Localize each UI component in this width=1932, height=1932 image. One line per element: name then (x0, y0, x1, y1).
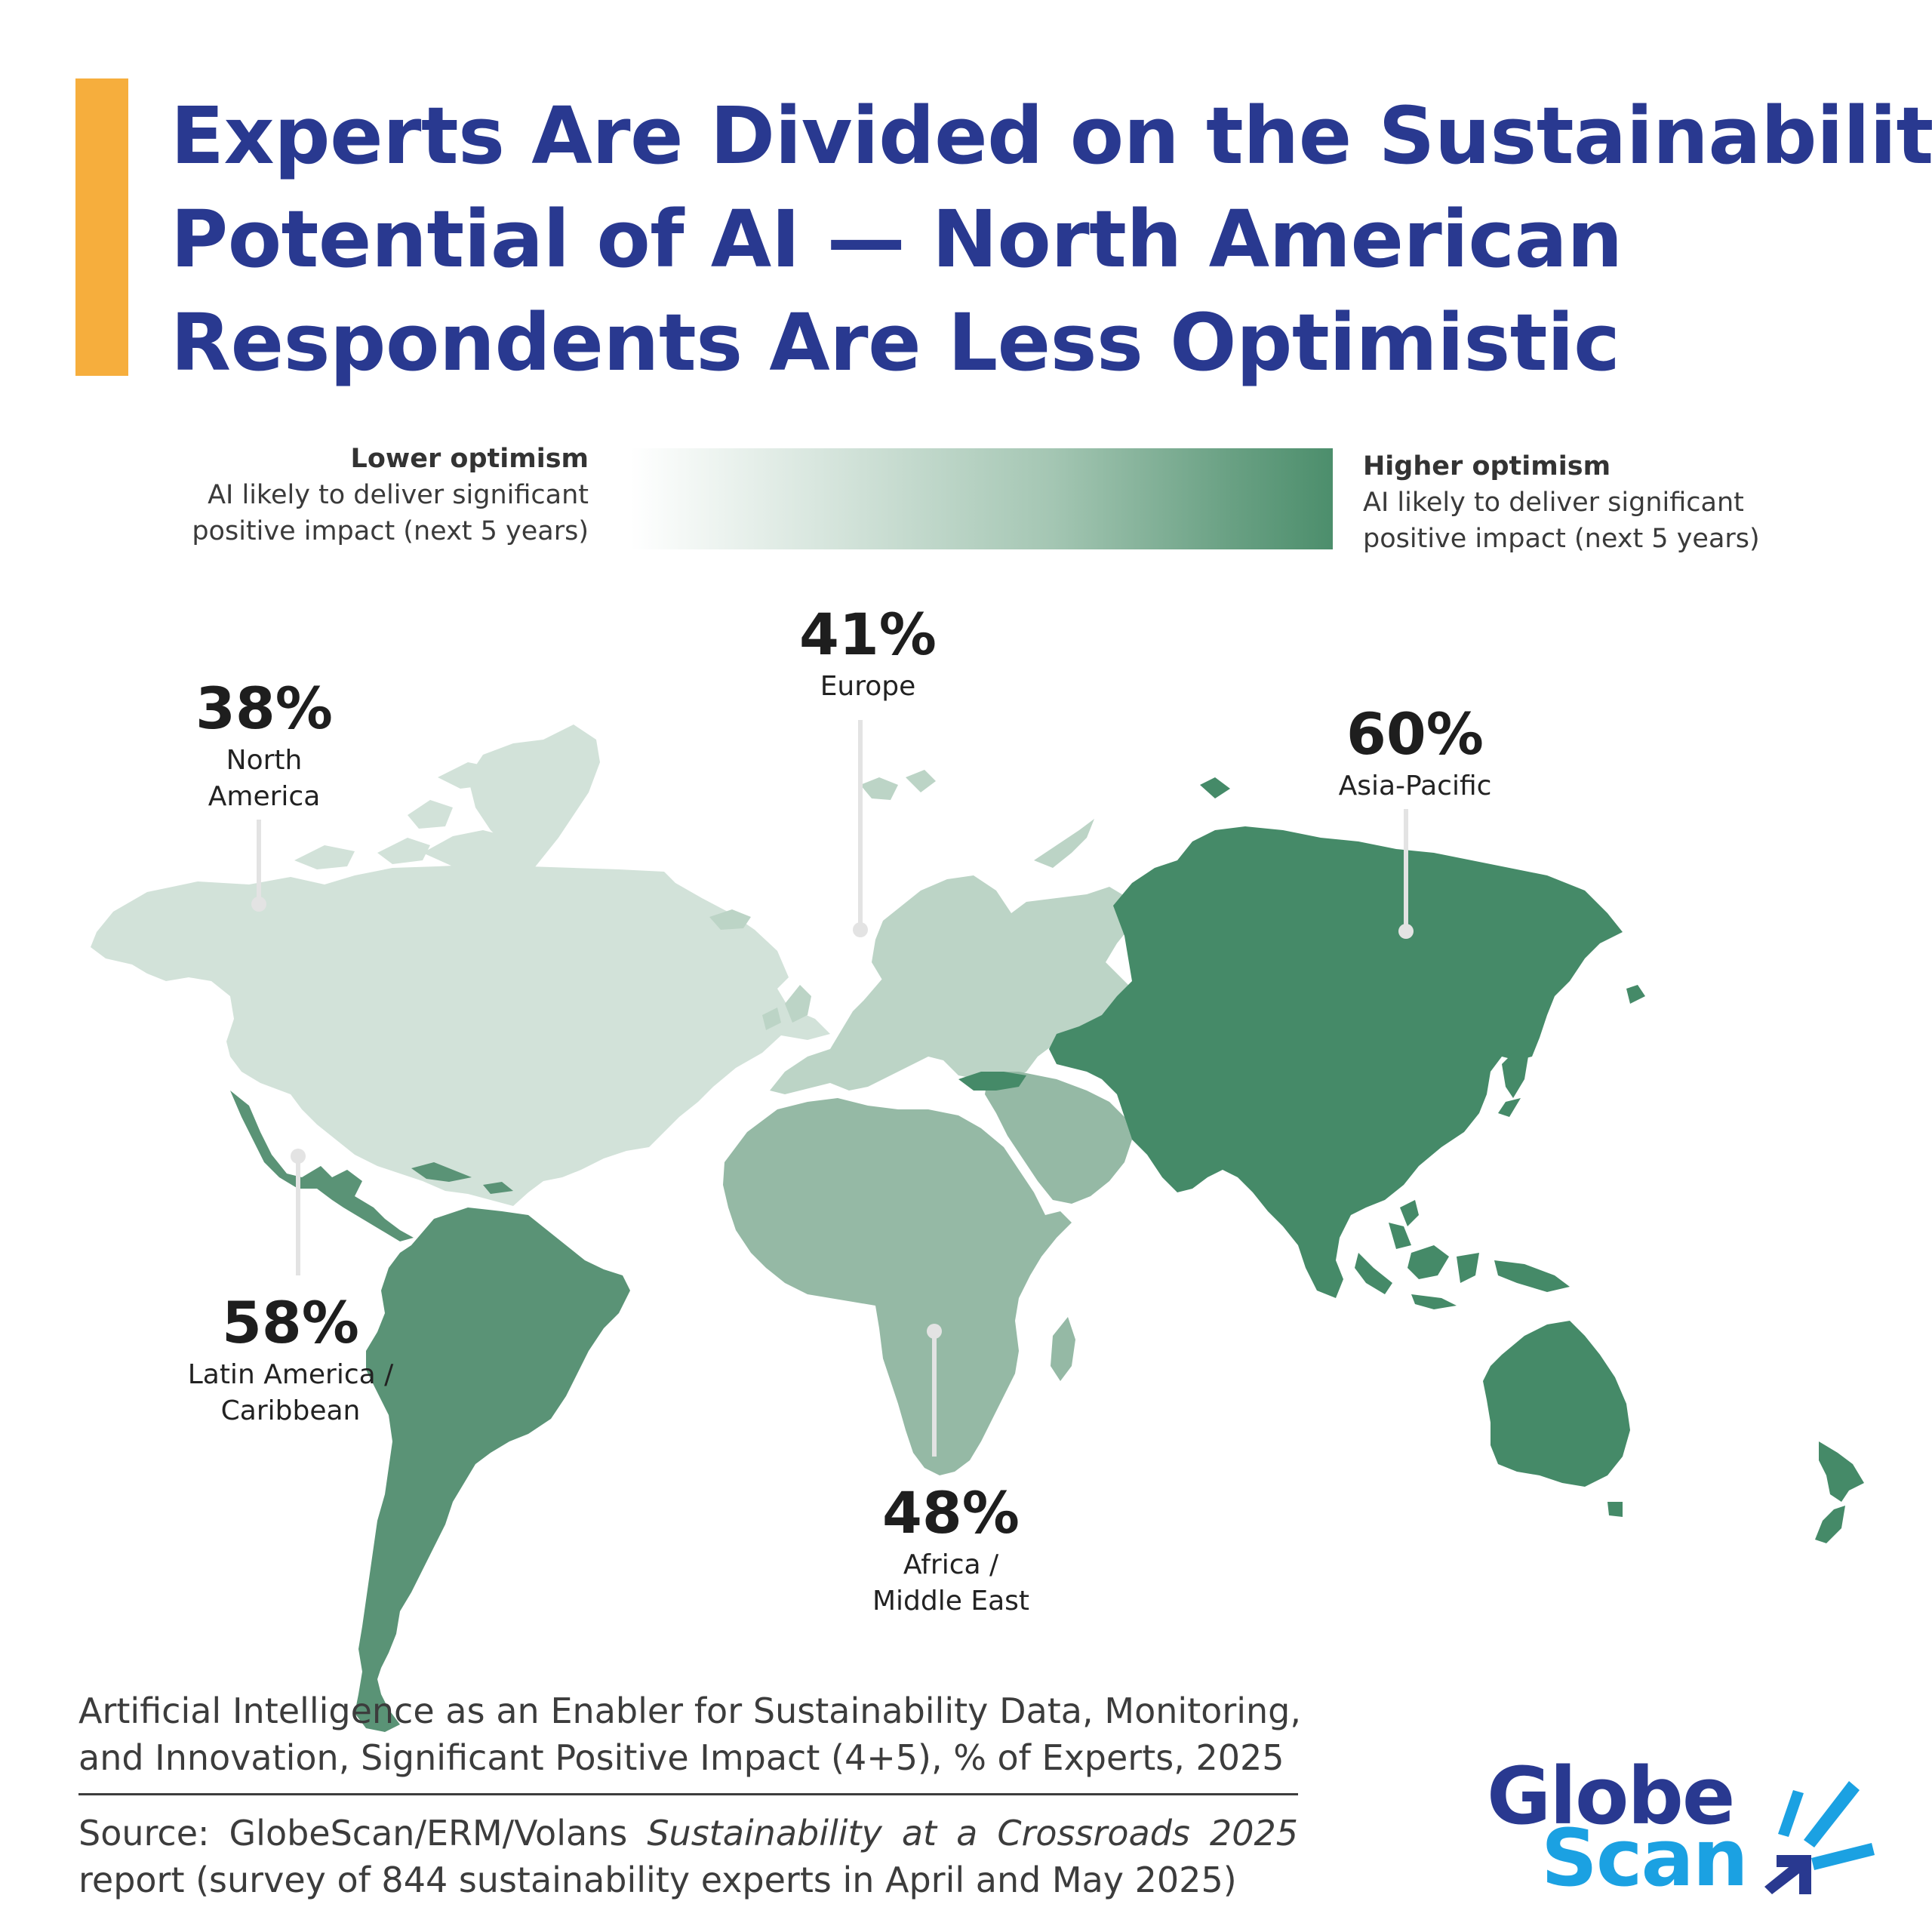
region-latin-america (230, 1091, 630, 1732)
legend-lower: Lower optimism AI likely to deliver sign… (136, 441, 589, 549)
chart-caption: Artificial Intelligence as an Enabler fo… (78, 1690, 1301, 1778)
title-line-1: Experts Are Divided on the Sustainabilit… (171, 90, 1932, 182)
stat-label-latin-america-1: Latin America / (187, 1359, 394, 1390)
stat-label-latin-america-2: Caribbean (220, 1395, 361, 1426)
logo-text-globe: Globe (1487, 1750, 1735, 1842)
stat-label-asia-pacific: Asia-Pacific (1338, 771, 1492, 801)
caption-divider (78, 1793, 1298, 1795)
title-accent-bar (75, 78, 128, 376)
region-asia-pacific (958, 777, 1864, 1543)
stat-value-north-america: 38% (195, 675, 333, 742)
legend-gradient-scale (631, 448, 1333, 549)
leader-dot-europe (853, 922, 868, 937)
stat-africa-middle-east: 48% Africa / Middle East (838, 1479, 1064, 1620)
legend-lower-label: Lower optimism (350, 444, 589, 474)
legend-lower-desc-1: AI likely to deliver significant (208, 480, 589, 510)
title-line-3: Respondents Are Less Optimistic (171, 297, 1620, 389)
source-report-title: Sustainability at a Crossroads 2025 (647, 1813, 1299, 1854)
stat-label-africa-1: Africa / (903, 1549, 999, 1580)
legend-higher: Higher optimism AI likely to deliver sig… (1363, 448, 1831, 557)
logo-burst-icon (1764, 1781, 1875, 1894)
stat-north-america: 38% North America (151, 675, 377, 815)
leader-dot-africa (927, 1324, 942, 1339)
leader-lines (257, 720, 1408, 1457)
source-prefix: Source: GlobeScan/ERM/Volans (78, 1813, 648, 1854)
source-note: Source: GlobeScan/ERM/Volans Sustainabil… (78, 1810, 1298, 1903)
stat-value-europe: 41% (799, 601, 937, 668)
stat-label-north-america-1: North (226, 745, 303, 776)
stat-latin-america: 58% Latin America / Caribbean (158, 1289, 423, 1429)
title-line-2: Potential of AI — North American (171, 193, 1623, 285)
stat-value-latin-america: 58% (222, 1289, 359, 1356)
stat-label-europe: Europe (820, 671, 916, 702)
leader-dot-latin-america (291, 1149, 306, 1164)
stat-europe: 41% Europe (755, 601, 981, 705)
legend-lower-desc-2: positive impact (next 5 years) (192, 516, 589, 546)
region-europe (709, 770, 1140, 1094)
region-africa-middle-east (723, 1072, 1132, 1475)
page-title: Experts Are Divided on the Sustainabilit… (171, 85, 1932, 395)
leader-dots (251, 897, 1414, 1339)
legend-higher-desc-2: positive impact (next 5 years) (1363, 524, 1760, 554)
legend-higher-label: Higher optimism (1363, 451, 1611, 481)
stat-label-north-america-2: America (208, 781, 321, 812)
stat-value-africa-middle-east: 48% (882, 1479, 1020, 1546)
globescan-logo: Globe Scan (1487, 1751, 1879, 1902)
stat-label-africa-2: Middle East (872, 1586, 1030, 1617)
logo-text-scan: Scan (1541, 1812, 1749, 1904)
leader-dot-north-america (251, 897, 266, 912)
source-suffix: report (survey of 844 sustainability exp… (78, 1860, 1237, 1900)
leader-dot-asia-pacific (1398, 924, 1414, 939)
stat-asia-pacific: 60% Asia-Pacific (1302, 700, 1528, 804)
stat-value-asia-pacific: 60% (1346, 700, 1484, 768)
legend-higher-desc-1: AI likely to deliver significant (1363, 488, 1744, 518)
region-north-america (91, 724, 830, 1206)
